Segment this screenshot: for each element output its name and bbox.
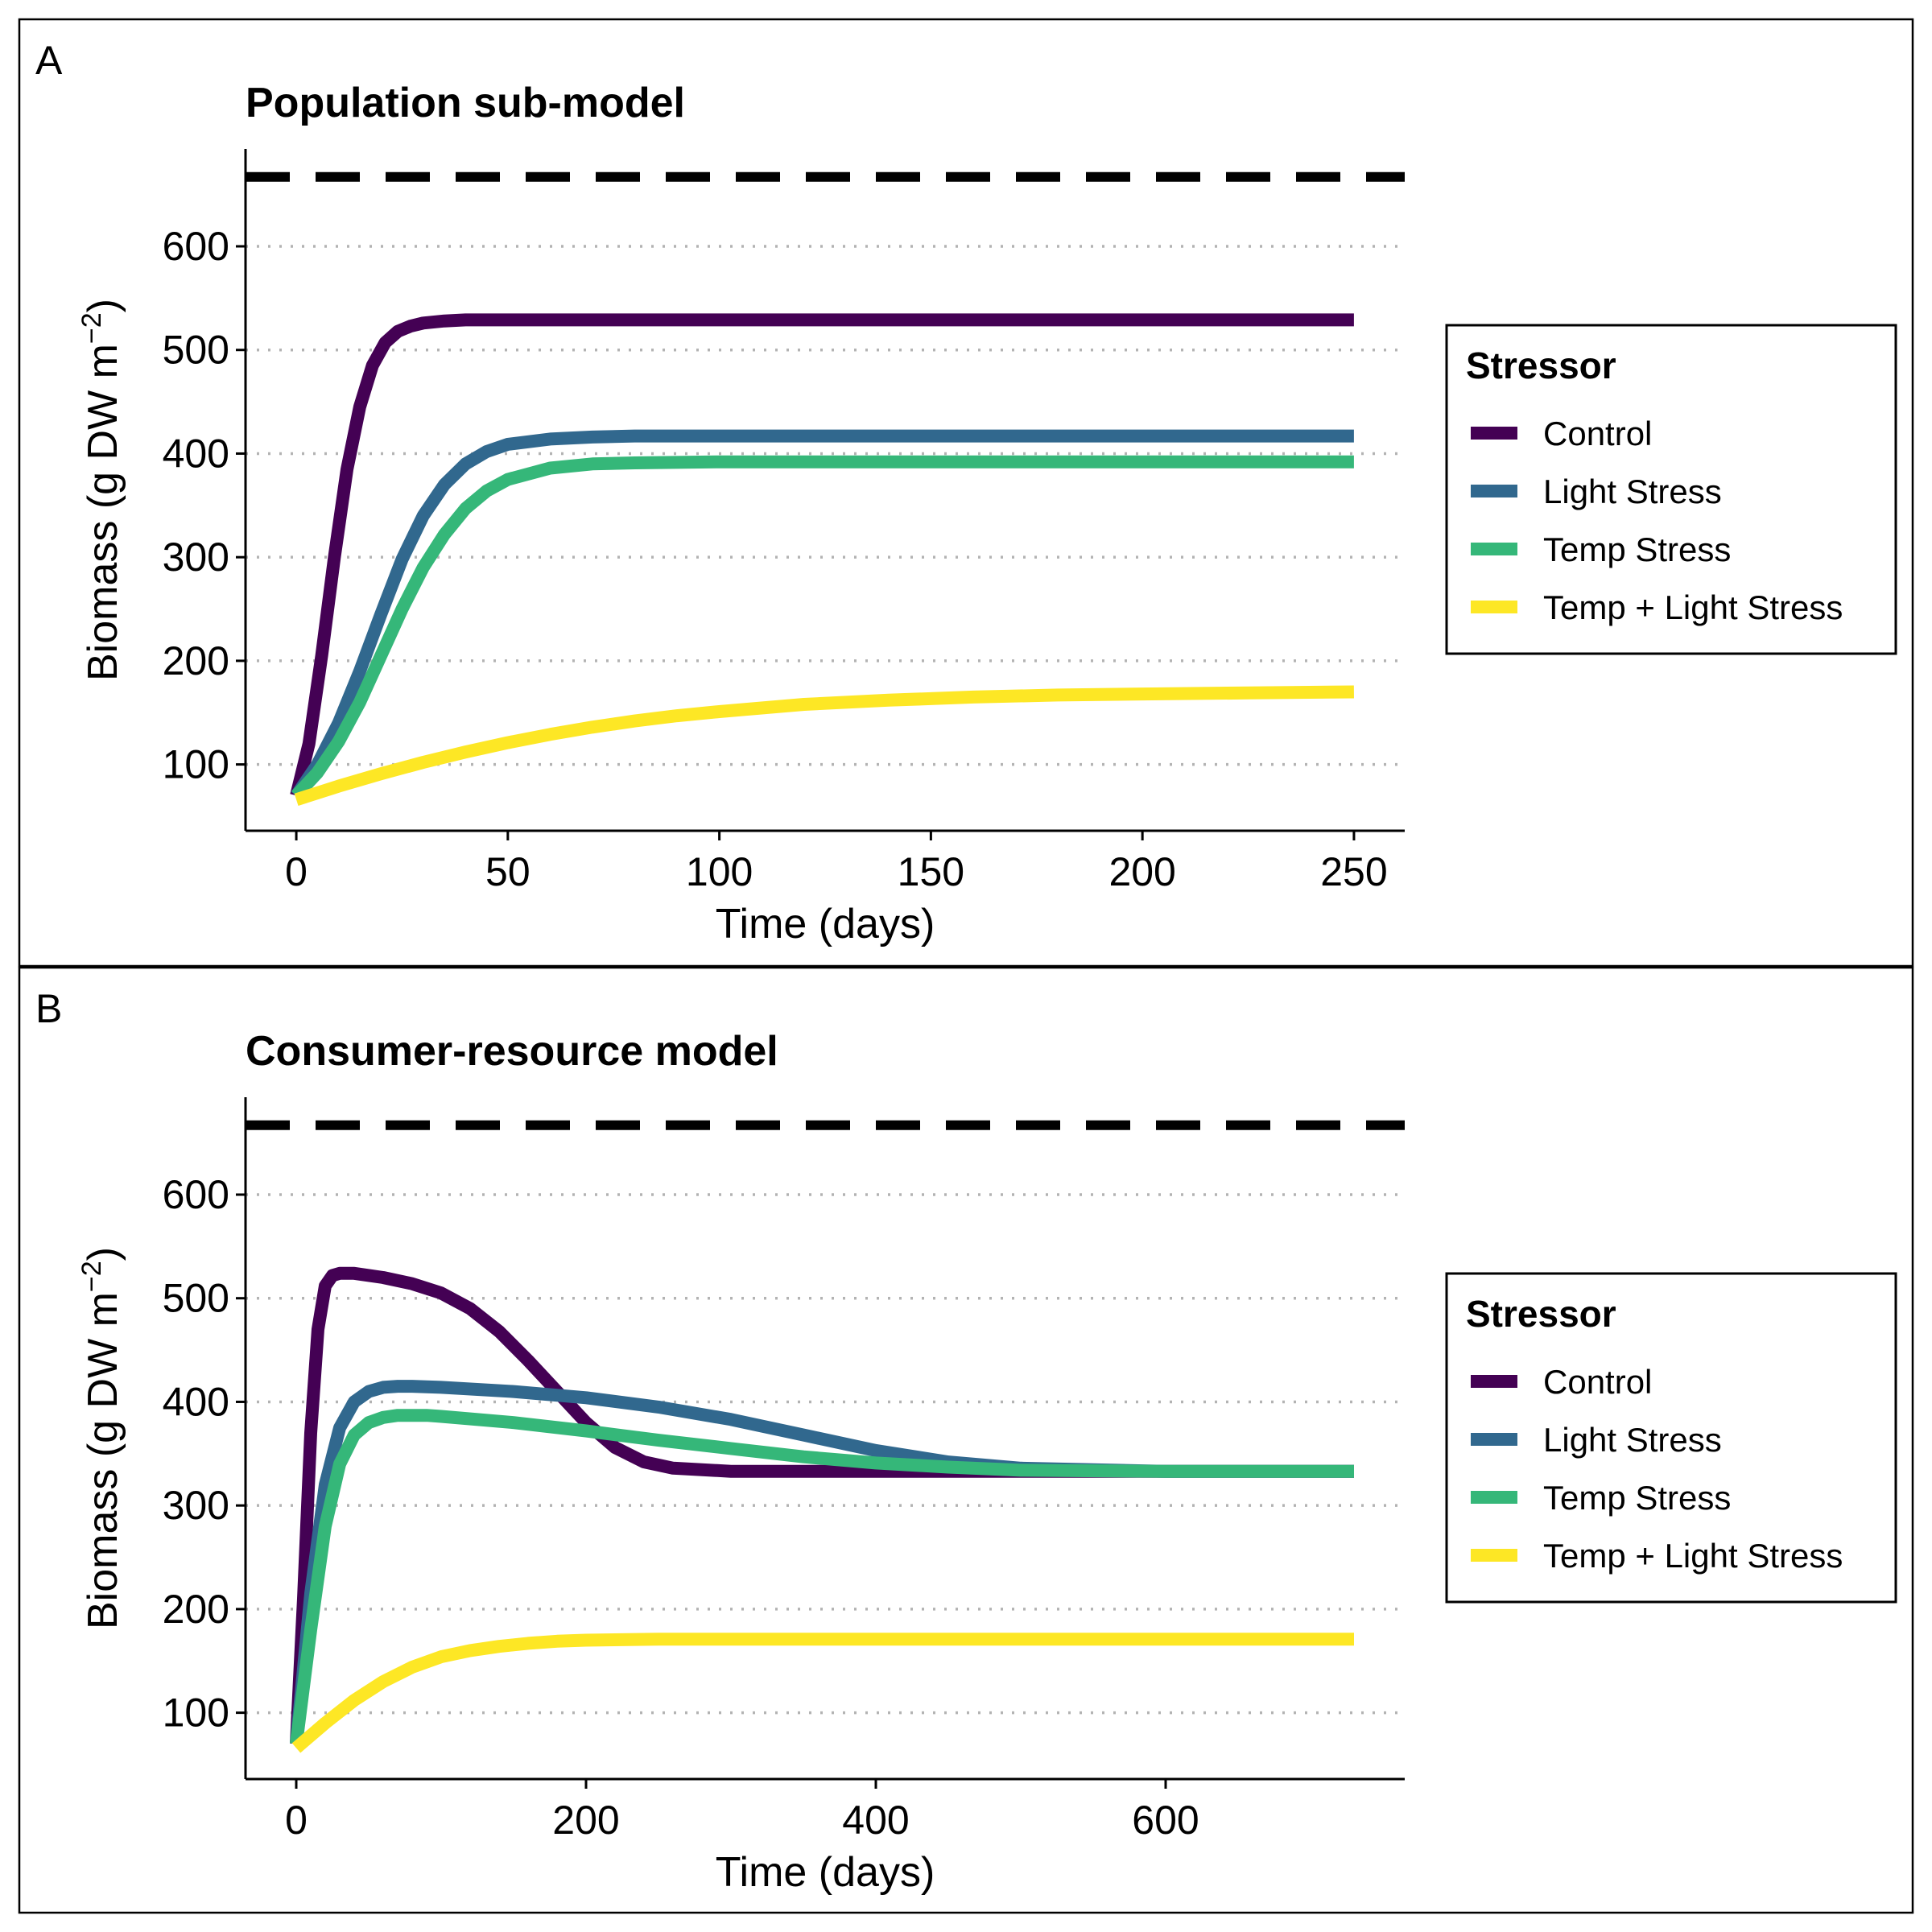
y-axis-title-exponent: −2 bbox=[76, 312, 107, 344]
x-axis-title: Time (days) bbox=[716, 1849, 935, 1896]
y-tick-label: 500 bbox=[163, 328, 229, 373]
x-tick-label: 0 bbox=[285, 849, 308, 894]
legend-title: Stressor bbox=[1466, 1293, 1616, 1335]
y-tick-label: 100 bbox=[163, 1690, 229, 1736]
y-tick-label: 300 bbox=[163, 1483, 229, 1528]
y-tick-label: 500 bbox=[163, 1276, 229, 1321]
series-line-temp-light-stress bbox=[291, 1633, 1354, 1753]
y-tick-label: 200 bbox=[163, 638, 229, 683]
y-tick-label: 600 bbox=[163, 224, 229, 269]
series-line-temp-stress bbox=[291, 455, 1354, 800]
chart-title: Population sub-model bbox=[246, 80, 685, 126]
y-tick-label: 600 bbox=[163, 1172, 229, 1217]
series-line-temp-light-stress bbox=[294, 685, 1354, 807]
x-tick-label: 50 bbox=[485, 849, 530, 894]
panel-letter: B bbox=[35, 986, 62, 1031]
y-axis-title-close: ) bbox=[80, 299, 126, 312]
y-tick-label: 400 bbox=[163, 431, 229, 476]
legend: Stressor Control Light Stress Temp Stress Te… bbox=[1445, 1272, 1897, 1604]
legend-label: Control bbox=[1543, 1363, 1652, 1401]
legend-label: Temp + Light Stress bbox=[1543, 1537, 1843, 1575]
x-tick-label: 400 bbox=[842, 1798, 909, 1843]
x-tick-label: 250 bbox=[1320, 849, 1387, 894]
y-tick-label: 200 bbox=[163, 1587, 229, 1632]
series-line-light-stress bbox=[290, 1380, 1354, 1744]
x-tick-label: 0 bbox=[285, 1798, 308, 1843]
y-tick-label: 400 bbox=[163, 1379, 229, 1424]
x-tick-label: 200 bbox=[1108, 849, 1175, 894]
panel-border bbox=[18, 18, 1914, 968]
panel-b: B Consumer-resource model 100 200 300 400 500 6… bbox=[18, 966, 1914, 1914]
series-line-control bbox=[290, 313, 1354, 798]
legend-label: Temp Stress bbox=[1543, 530, 1731, 568]
x-tick-label: 200 bbox=[552, 1798, 619, 1843]
series-line-light-stress bbox=[291, 429, 1354, 799]
y-axis-title-close: ) bbox=[80, 1247, 126, 1261]
legend-label: Light Stress bbox=[1543, 473, 1722, 510]
legend-label: Temp + Light Stress bbox=[1543, 588, 1843, 626]
series-line-control bbox=[290, 1266, 1354, 1744]
panel-border bbox=[18, 966, 1914, 1914]
legend-title: Stressor bbox=[1466, 345, 1616, 386]
x-tick-label: 150 bbox=[898, 849, 964, 894]
y-tick-label: 100 bbox=[163, 742, 229, 787]
y-axis-title-main: Biomass (g DW m bbox=[80, 1292, 126, 1629]
legend-label: Light Stress bbox=[1543, 1421, 1722, 1459]
y-axis-title: Biomass (g DW m−2) bbox=[76, 1247, 126, 1629]
x-tick-label: 600 bbox=[1132, 1798, 1199, 1843]
series-line-temp-stress bbox=[290, 1409, 1354, 1745]
x-tick-label: 100 bbox=[686, 849, 753, 894]
legend: Stressor Control Light Stress Temp Stress Te… bbox=[1445, 324, 1897, 655]
y-axis-title: Biomass (g DW m−2) bbox=[76, 299, 126, 681]
y-tick-label: 300 bbox=[163, 535, 229, 580]
legend-box bbox=[1445, 324, 1897, 655]
legend-box bbox=[1445, 1272, 1897, 1604]
legend-label: Control bbox=[1543, 415, 1652, 452]
panel-letter: A bbox=[35, 38, 63, 83]
panel-a: A Population sub-model 100 200 300 400 500 600 0… bbox=[18, 18, 1914, 968]
legend-label: Temp Stress bbox=[1543, 1479, 1731, 1517]
chart-title: Consumer-resource model bbox=[246, 1028, 778, 1075]
y-axis-title-main: Biomass (g DW m bbox=[80, 344, 126, 681]
y-axis-title-exponent: −2 bbox=[76, 1261, 107, 1292]
x-axis-title: Time (days) bbox=[716, 901, 935, 947]
